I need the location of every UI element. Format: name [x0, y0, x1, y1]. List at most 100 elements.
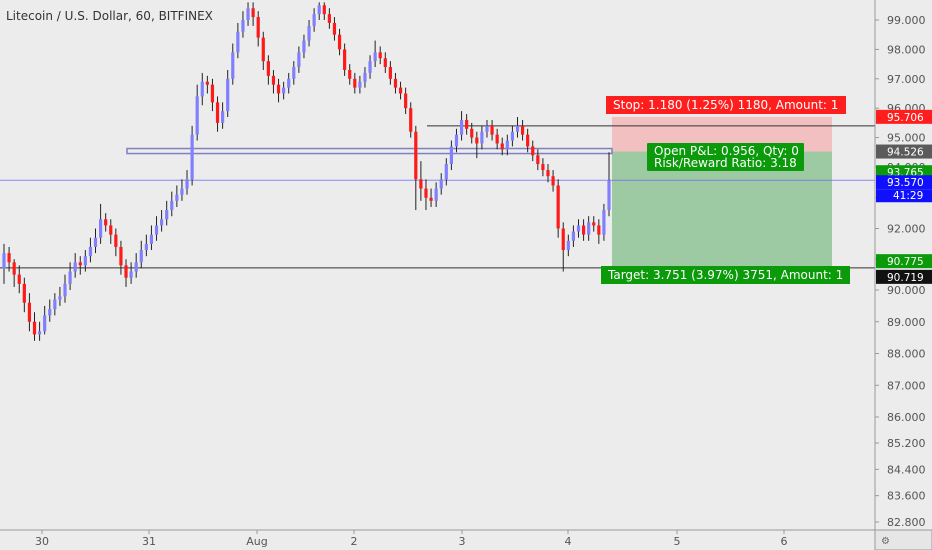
candle — [388, 61, 392, 85]
candle-body — [7, 253, 11, 263]
candle — [424, 179, 428, 211]
candle-body — [536, 155, 540, 165]
entry-price-tag-bg — [876, 144, 932, 159]
candle-body — [88, 246, 93, 257]
candle — [444, 158, 448, 186]
price-tick-label: 83.600 — [887, 490, 926, 503]
pnl-label-group[interactable]: Open P&L: 0.956, Qty: 0 Risk/Reward Rati… — [647, 143, 804, 171]
candle-body — [393, 78, 398, 88]
candle — [470, 122, 474, 144]
candle — [515, 117, 520, 138]
candle-body — [388, 67, 392, 79]
candle-body — [297, 52, 301, 68]
candle-body — [109, 225, 113, 235]
candle-body — [124, 265, 128, 278]
candle — [581, 219, 586, 241]
candle-body — [561, 228, 565, 251]
candle — [276, 78, 281, 103]
chart-title: Litecoin / U.S. Dollar, 60, BITFINEX — [6, 9, 213, 23]
target-label: Target: 3.751 (3.97%) 3751, Amount: 1 — [607, 268, 843, 282]
candle-body — [429, 197, 433, 201]
candle-body — [414, 131, 418, 180]
price-tick-label: 87.000 — [887, 379, 926, 392]
candle-body — [495, 134, 499, 144]
candle — [154, 216, 159, 241]
price-tick-label: 99.000 — [887, 14, 926, 27]
candle — [449, 140, 453, 171]
entry-price-tag: 94.526 — [887, 147, 924, 159]
target-price-tag: 90.775 — [887, 256, 924, 268]
candle-body — [287, 78, 291, 88]
candle — [414, 125, 418, 211]
candle-body — [332, 22, 337, 35]
candle-body — [317, 5, 321, 15]
candle — [251, 2, 255, 26]
candle — [43, 305, 47, 335]
candle-body — [515, 125, 520, 132]
risk-reward-zones[interactable] — [612, 116, 832, 267]
target-price-tag-bg — [876, 254, 932, 269]
settings-corner-box[interactable] — [874, 529, 932, 550]
candle-body — [276, 84, 281, 94]
candle — [195, 84, 199, 141]
entry-band[interactable] — [126, 147, 613, 155]
candle — [337, 28, 342, 56]
candle — [205, 75, 209, 94]
pnl-label-background — [647, 143, 804, 171]
candle-body — [551, 176, 555, 186]
time-tick-label: 3 — [459, 535, 466, 548]
candle — [98, 203, 103, 244]
settings-corner[interactable]: ⚙ — [874, 529, 932, 550]
price-tick-label: 86.000 — [887, 411, 926, 424]
candle-body — [226, 78, 230, 112]
candle-body — [236, 31, 240, 53]
price-axis[interactable]: 99.00098.00097.00096.00095.00094.00093.0… — [874, 0, 932, 530]
candle-body — [409, 108, 413, 132]
candle — [119, 240, 123, 275]
candle — [2, 243, 6, 284]
candle — [454, 128, 459, 153]
candle — [475, 131, 479, 159]
candle — [393, 72, 398, 94]
candle-body — [541, 164, 545, 171]
candle — [571, 225, 576, 247]
candle — [353, 72, 357, 94]
candle — [439, 173, 443, 195]
candle — [378, 46, 382, 65]
candle — [256, 11, 260, 47]
candle — [419, 161, 423, 201]
candle-body — [526, 134, 530, 147]
target-label-group[interactable]: Target: 3.751 (3.97%) 3751, Amount: 1 — [601, 266, 850, 284]
candle-body — [221, 111, 225, 123]
candle-body — [58, 296, 62, 300]
candle — [63, 274, 67, 303]
price-tick-label: 98.000 — [887, 43, 926, 56]
candle — [398, 81, 403, 100]
candle-body — [175, 194, 179, 201]
candle-body — [307, 25, 311, 41]
candle — [434, 182, 438, 207]
candle — [88, 237, 93, 263]
gear-icon[interactable]: ⚙ — [881, 536, 890, 547]
candle — [312, 8, 316, 32]
candle-body — [312, 14, 316, 26]
candle — [510, 125, 515, 147]
candle-body — [322, 5, 326, 15]
candle-body — [154, 225, 159, 235]
candle — [465, 114, 469, 135]
candle — [58, 286, 62, 306]
candle — [368, 55, 372, 79]
candle-body — [592, 222, 596, 226]
price-tick-label: 97.000 — [887, 73, 926, 86]
candle-body — [602, 210, 606, 235]
candle-body — [337, 34, 342, 50]
stop-label-group[interactable]: Stop: 1.180 (1.25%) 1180, Amount: 1 — [606, 96, 846, 114]
candle-body — [358, 81, 362, 88]
candle-body — [83, 256, 87, 266]
price-tick-label: 85.200 — [887, 437, 926, 450]
candle-body — [434, 188, 438, 201]
time-axis[interactable]: 30 31 Aug 2 3 4 5 6 — [0, 529, 875, 548]
candle-body — [581, 225, 586, 235]
candle — [175, 185, 179, 207]
